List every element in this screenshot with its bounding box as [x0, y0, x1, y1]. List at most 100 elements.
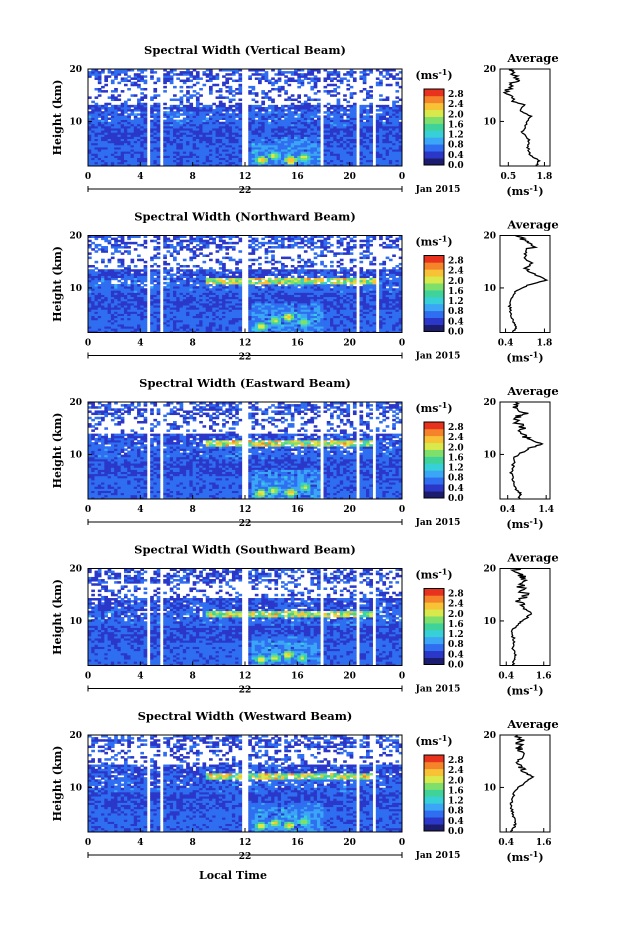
heatmap-cell: [107, 136, 112, 139]
heatmap-cell: [88, 96, 92, 99]
heatmap-cell: [199, 267, 203, 270]
heatmap-cell: [202, 109, 207, 112]
heatmap-cell: [97, 128, 102, 131]
heatmap-cell: [251, 258, 256, 262]
heatmap-cell: [202, 144, 207, 148]
heatmap-cell: [179, 102, 184, 106]
heatmap-cell: [205, 130, 210, 133]
heatmap-cell: [153, 144, 158, 148]
heatmap-cell: [235, 102, 239, 106]
heatmap-cell: [379, 71, 383, 74]
heatmap-cell: [195, 77, 200, 80]
heatmap-cell: [205, 155, 210, 158]
heatmap-cell: [169, 130, 174, 133]
heatmap-cell: [212, 130, 216, 133]
heatmap-cell: [123, 83, 128, 87]
heatmap-cell: [228, 117, 233, 121]
heatmap-cell: [150, 98, 154, 102]
heatmap-cell: [254, 130, 259, 133]
heatmap-cell: [97, 161, 102, 165]
heatmap-cell: [143, 81, 148, 85]
heatmap-cell: [235, 104, 239, 108]
heatmap-cell: [231, 125, 236, 129]
heatmap-cell: [186, 147, 190, 150]
heatmap-cell: [258, 286, 262, 289]
heatmap-cell: [176, 151, 180, 154]
heatmap-cell: [209, 75, 213, 78]
heatmap-cell: [127, 113, 131, 116]
heatmap-cell: [205, 161, 210, 165]
heatmap-cell: [267, 277, 272, 281]
heatmap-cell: [176, 163, 180, 167]
heatmap-cell: [143, 102, 148, 106]
heatmap-cell: [176, 161, 180, 165]
heatmap-cell: [88, 149, 92, 152]
heatmap-cell: [218, 134, 223, 137]
heatmap-cell: [169, 75, 174, 78]
heatmap-cell: [189, 142, 194, 146]
heatmap-cell: [225, 111, 230, 114]
colorbar-tick-label: 2.8: [448, 90, 464, 100]
heatmap-cell: [235, 138, 239, 142]
heatmap-cell: [251, 130, 256, 133]
heatmap-cell: [88, 161, 92, 165]
heatmap-cell: [215, 142, 220, 146]
heatmap-cell: [101, 151, 105, 154]
heatmap-cell: [88, 138, 92, 142]
heatmap-cell: [346, 79, 351, 83]
heatmap-cell: [173, 153, 177, 156]
heatmap-cell: [120, 128, 125, 131]
heatmap-cell: [101, 134, 105, 137]
heatmap-cell: [228, 140, 233, 144]
heatmap-cell: [104, 144, 109, 148]
heatmap-cell: [215, 109, 220, 112]
heatmap-cell: [110, 149, 115, 152]
heatmap-cell: [231, 271, 236, 274]
heatmap-cell: [156, 144, 161, 148]
heatmap-cell: [231, 147, 236, 150]
heatmap-cell: [88, 159, 92, 163]
heatmap-cell: [107, 138, 112, 142]
heatmap-cell: [133, 128, 138, 131]
heatmap-cell: [182, 147, 187, 150]
heatmap-cell: [143, 96, 148, 99]
heatmap-cell: [130, 130, 135, 133]
heatmap-cell: [140, 79, 144, 83]
heatmap-cell: [346, 113, 351, 116]
heatmap-cell: [130, 138, 135, 142]
heatmap-cell: [133, 119, 138, 123]
heatmap-cell: [173, 125, 177, 129]
heatmap-cell: [166, 117, 171, 121]
heatmap-cell: [254, 149, 259, 152]
heatmap-cell: [195, 130, 200, 133]
heatmap-cell: [186, 155, 190, 158]
heatmap-cell: [176, 104, 180, 108]
heatmap-cell: [199, 130, 203, 133]
heatmap-cell: [202, 83, 207, 87]
heatmap-cell: [163, 281, 167, 285]
heatmap-cell: [176, 77, 180, 80]
heatmap-cell: [209, 128, 213, 131]
heatmap-cell: [133, 106, 138, 110]
heatmap-cell: [251, 109, 256, 112]
heatmap-cell: [297, 104, 301, 108]
heatmap-cell: [114, 151, 118, 154]
heatmap-cell: [218, 149, 223, 152]
heatmap-cell: [179, 151, 184, 154]
heatmap-cell: [117, 147, 122, 150]
heatmap-cell: [395, 96, 400, 99]
heatmap-cell: [88, 115, 92, 118]
heatmap-cell: [110, 71, 115, 74]
heatmap-cell: [195, 155, 200, 158]
heatmap-cell: [238, 163, 243, 167]
heatmap-cell: [156, 109, 161, 112]
heatmap-cell: [133, 123, 138, 127]
heatmap-cell: [192, 161, 197, 165]
heatmap-cell: [101, 130, 105, 133]
heatmap-cell: [169, 144, 174, 148]
heatmap-cell: [137, 102, 141, 106]
heatmap-cell: [179, 96, 184, 99]
heatmap-cell: [137, 117, 141, 121]
heatmap-cell: [153, 130, 158, 133]
heatmap-cell: [123, 77, 128, 80]
